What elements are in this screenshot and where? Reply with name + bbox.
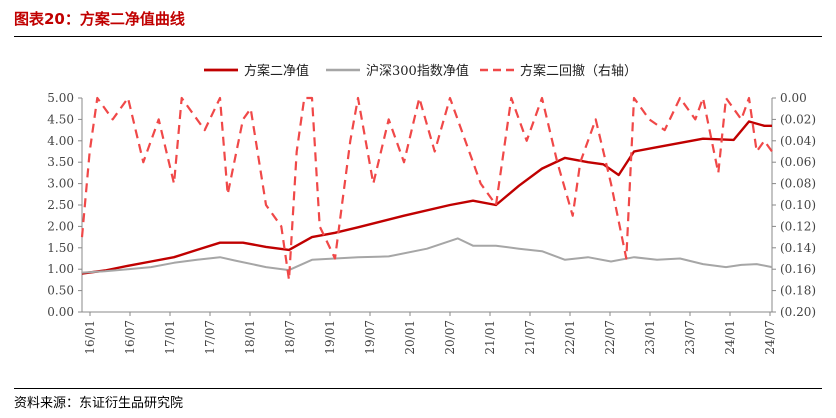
right-tick-label: (0.16) <box>780 262 816 276</box>
right-tick-label: (0.02) <box>780 112 816 126</box>
series-line-2 <box>80 96 773 281</box>
left-tick-label: 1.00 <box>47 262 74 276</box>
right-tick-label: (0.04) <box>780 134 816 148</box>
left-tick-label: 0.50 <box>47 284 74 298</box>
left-tick-label: 4.50 <box>47 112 74 126</box>
x-tick-label: 21/01 <box>483 320 497 355</box>
left-tick-label: 5.00 <box>47 91 74 105</box>
x-tick-label: 20/01 <box>403 320 417 355</box>
x-tick-label: 22/07 <box>603 320 617 355</box>
x-tick-label: 19/07 <box>363 320 377 355</box>
x-tick-label: 23/07 <box>683 320 697 355</box>
axes-layer: 5.00 4.50 4.00 3.50 3.00 2.50 2.00 1.50 1.00 0.50… <box>47 91 816 355</box>
top-rule <box>14 36 822 37</box>
chart-title: 图表20：方案二净值曲线 <box>14 10 185 28</box>
right-tick-label: (0.18) <box>780 284 816 298</box>
left-tick-label: 2.50 <box>47 198 74 212</box>
left-tick-label: 3.00 <box>47 177 74 191</box>
x-tick-label: 22/01 <box>563 320 577 355</box>
legend: 方案二净值 沪深300指数净值 方案二回撤（右轴） <box>204 63 637 79</box>
series-layer <box>80 96 773 281</box>
right-tick-label: (0.08) <box>780 177 816 191</box>
bottom-rule <box>14 388 822 389</box>
x-tick-label: 18/07 <box>283 320 297 355</box>
x-tick-label: 23/01 <box>643 320 657 355</box>
left-tick-label: 3.50 <box>47 155 74 169</box>
left-tick-label: 0.00 <box>47 305 74 319</box>
x-tick-label: 17/01 <box>163 320 177 355</box>
x-tick-label: 16/07 <box>123 320 137 355</box>
source-note: 资料来源：东证衍生品研究院 <box>14 396 184 411</box>
series-line-0 <box>81 120 772 275</box>
x-tick-label: 17/07 <box>203 320 217 355</box>
x-tick-label: 16/01 <box>83 320 97 355</box>
x-tick-label: 19/01 <box>323 320 337 355</box>
x-tick-label: 18/01 <box>243 320 257 355</box>
right-tick-label: (0.20) <box>780 305 816 319</box>
right-tick-label: (0.12) <box>780 219 816 233</box>
series-line-1 <box>81 237 773 274</box>
x-tick-label: 20/07 <box>443 320 457 355</box>
right-tick-label: (0.10) <box>780 198 816 212</box>
legend-label-1: 沪深300指数净值 <box>366 63 469 79</box>
x-tick-label: 24/01 <box>723 320 737 355</box>
left-tick-label: 4.00 <box>47 134 74 148</box>
legend-label-2: 方案二回撤（右轴） <box>520 63 637 79</box>
left-tick-label: 2.00 <box>47 219 74 233</box>
left-tick-label: 1.50 <box>47 241 74 255</box>
right-tick-label: (0.06) <box>780 155 816 169</box>
right-tick-label: 0.00 <box>780 91 807 105</box>
legend-label-0: 方案二净值 <box>244 63 309 79</box>
x-tick-label: 21/07 <box>523 320 537 355</box>
x-tick-label: 24/07 <box>763 320 777 355</box>
right-tick-label: (0.14) <box>780 241 816 255</box>
